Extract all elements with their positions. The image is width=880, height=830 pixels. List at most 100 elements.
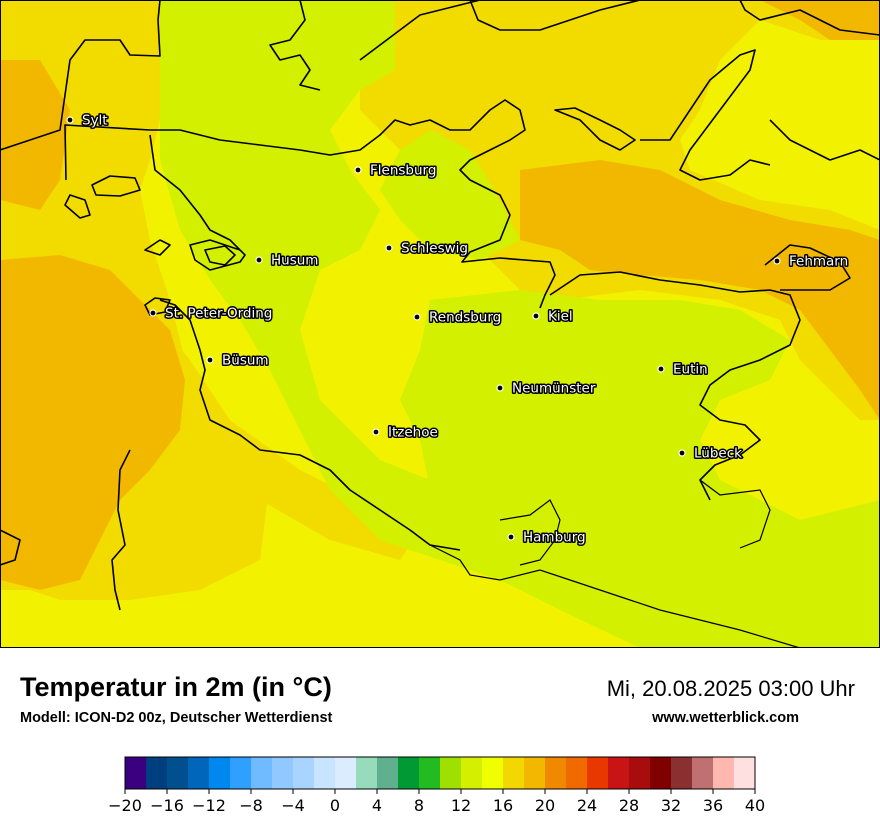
temp-band-14 [160, 0, 880, 648]
website-link[interactable]: www.wetterblick.com [652, 710, 799, 726]
city-marker: Itzehoe [372, 423, 439, 442]
city-marker: Büsum [206, 351, 270, 370]
city-marker: Lübeck [678, 444, 744, 463]
city-dot [496, 384, 504, 392]
colorbar-swatch [734, 757, 756, 789]
temperature-colorbar: −20 −16 −12 −8 −4 0 4 8 12 16 20 24 28 32 36 40 [108, 756, 765, 815]
temp-band-18-ne [520, 160, 880, 420]
city-label: Rendsburg [429, 310, 501, 326]
state-border [429, 479, 801, 648]
colorbar-swatch [629, 757, 651, 789]
colorbar-swatch [692, 757, 714, 789]
colorbar-swatch [188, 757, 210, 789]
city-dot [385, 244, 393, 252]
city-label: Büsum [222, 353, 269, 369]
colorbar-swatch [314, 757, 336, 789]
colorbar-ticks: −20 −16 −12 −8 −4 0 4 8 12 16 20 24 28 32 36 40 [108, 789, 765, 815]
temp-band-14-north [380, 130, 520, 260]
city-dot [149, 309, 157, 317]
city-dot [532, 312, 540, 320]
map-canvas: Sylt Flensburg Husum Schleswig Fehmarn St. Pe… [0, 0, 880, 648]
colorbar-tick-label: −4 [281, 796, 305, 815]
footer: Temperatur in 2m (in °C) Modell: ICON-D2… [0, 648, 880, 830]
city-dot [66, 116, 74, 124]
temp-band-18-nw [0, 60, 70, 210]
colorbar-swatch [146, 757, 168, 789]
colorbar-tick-label: −12 [192, 796, 226, 815]
colorbar-tick-label: 36 [703, 796, 723, 815]
colorbar-swatch [230, 757, 252, 789]
colorbar-swatch [272, 757, 294, 789]
colorbar-swatches [125, 757, 756, 789]
temperature-map: Sylt Flensburg Husum Schleswig Fehmarn St. Pe… [0, 0, 880, 648]
temp-band-18-west [0, 255, 185, 590]
temp-band-14-east [400, 290, 880, 648]
city-dot [206, 356, 214, 364]
city-label: St. Peter-Ording [165, 306, 272, 322]
city-marker: Schleswig [385, 239, 470, 258]
colorbar-frame [124, 756, 756, 790]
colorbar-swatch [167, 757, 189, 789]
colorbar-swatch [251, 757, 273, 789]
city-label: Kiel [548, 309, 573, 325]
colorbar-tick-label: 4 [372, 796, 382, 815]
city-label: Lübeck [694, 446, 742, 462]
forecast-datetime: Mi, 20.08.2025 03:00 Uhr [606, 676, 855, 701]
colorbar-tick-label: 8 [414, 796, 424, 815]
colorbar-swatch [524, 757, 546, 789]
colorbar-swatch [671, 757, 693, 789]
city-label: Fehmarn [789, 254, 848, 270]
city-marker: Husum [255, 251, 320, 270]
colorbar-tick-label: 28 [619, 796, 639, 815]
city-dot [773, 257, 781, 265]
colorbar-swatch [419, 757, 441, 789]
city-marker: Sylt [66, 111, 109, 130]
city-marker: Flensburg [354, 161, 438, 180]
colorbar-swatch [587, 757, 609, 789]
colorbar-tick-label: 12 [451, 796, 471, 815]
colorbar-swatch [398, 757, 420, 789]
colorbar-tick-label: 32 [661, 796, 681, 815]
colorbar-swatch [713, 757, 735, 789]
colorbar-tick-label: 24 [577, 796, 597, 815]
city-label: Sylt [82, 113, 108, 129]
colorbar-swatch [377, 757, 399, 789]
colorbar-swatch [440, 757, 462, 789]
city-label: Schleswig [401, 241, 468, 257]
city-dot [657, 365, 665, 373]
city-label: Hamburg [523, 530, 586, 546]
city-markers: Sylt Flensburg Husum Schleswig Fehmarn St. Pe… [66, 111, 850, 547]
colorbar-tick-label: 40 [745, 796, 765, 815]
city-dot [372, 428, 380, 436]
colorbar-tick-label: 20 [535, 796, 555, 815]
colorbar-tick-label: 0 [330, 796, 340, 815]
city-dot [255, 256, 263, 264]
city-label: Flensburg [370, 163, 436, 179]
city-dot [678, 449, 686, 457]
colorbar-swatch [545, 757, 567, 789]
city-dot [507, 533, 515, 541]
city-marker: St. Peter-Ording [149, 304, 274, 323]
colorbar-swatch [293, 757, 315, 789]
map-title: Temperatur in 2m (in °C) [20, 672, 332, 702]
colorbar-swatch [356, 757, 378, 789]
city-label: Husum [271, 253, 318, 269]
colorbar-swatch [503, 757, 525, 789]
model-info: Modell: ICON-D2 00z, Deutscher Wetterdie… [20, 710, 333, 726]
city-label: Itzehoe [388, 425, 438, 441]
colorbar-swatch [608, 757, 630, 789]
city-marker: Neumünster [496, 379, 597, 398]
colorbar-swatch [566, 757, 588, 789]
city-marker: Kiel [532, 307, 574, 326]
city-dot [413, 313, 421, 321]
city-marker: Fehmarn [773, 252, 850, 271]
colorbar-tick-label: −16 [150, 796, 184, 815]
colorbar-swatch [461, 757, 483, 789]
colorbar-swatch [209, 757, 231, 789]
city-marker: Eutin [657, 360, 709, 379]
colorbar-swatch [125, 757, 147, 789]
colorbar-swatch [482, 757, 504, 789]
city-marker: Hamburg [507, 528, 587, 547]
coastline [0, 0, 880, 611]
colorbar-tick-label: 16 [493, 796, 513, 815]
